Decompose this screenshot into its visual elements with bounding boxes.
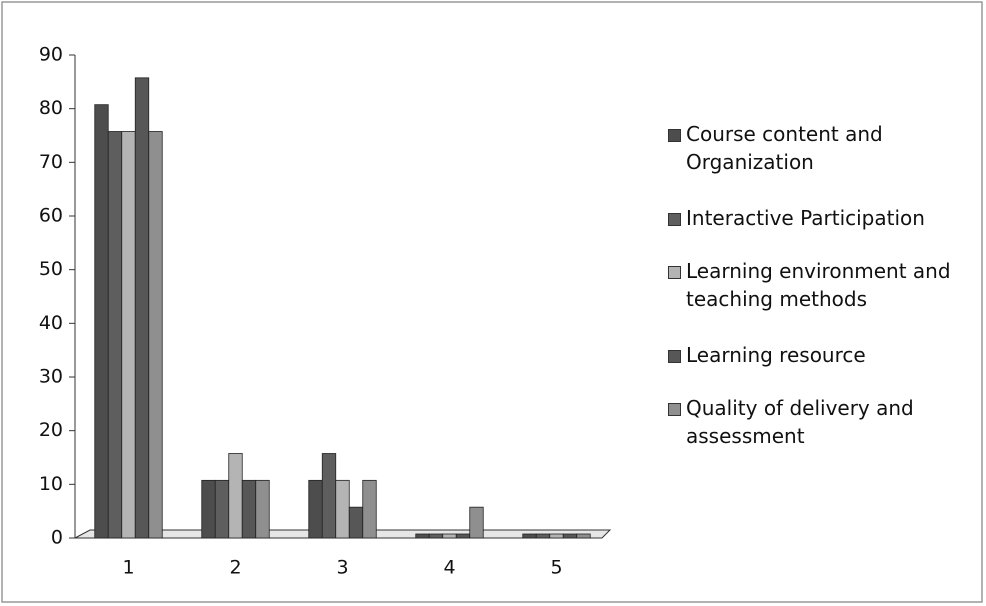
legend-entry: Quality of delivery and assessment	[668, 394, 968, 478]
bar	[121, 131, 136, 539]
legend-label: Learning resource	[686, 343, 866, 367]
legend-swatch	[668, 129, 681, 142]
bar	[442, 533, 457, 539]
bar	[562, 533, 578, 539]
bar	[255, 479, 270, 539]
bar	[214, 479, 230, 539]
x-tick-label: 5	[550, 557, 562, 579]
bar	[94, 104, 109, 539]
x-tick-label: 3	[336, 557, 348, 579]
bar	[535, 533, 551, 539]
x-tick-label: 1	[122, 557, 134, 579]
x-tick-label: 2	[229, 557, 241, 579]
y-tick-label: 70	[39, 151, 63, 173]
bar	[335, 479, 350, 539]
legend-label: Learning environment and teaching method…	[686, 259, 951, 311]
legend-entry: Learning resource	[668, 341, 968, 394]
y-tick-label: 90	[39, 44, 63, 66]
y-tick-label: 40	[39, 312, 63, 334]
bar	[415, 533, 430, 539]
y-tick-label: 20	[39, 419, 63, 441]
legend-swatch	[668, 266, 681, 279]
legend-entry: Learning environment and teaching method…	[668, 257, 968, 341]
bar	[348, 506, 364, 539]
legend-swatch	[668, 403, 681, 416]
y-tick-label: 10	[39, 473, 63, 495]
y-tick-label: 0	[51, 527, 63, 549]
bar	[148, 131, 163, 539]
legend-swatch	[668, 213, 681, 226]
legend-label: Interactive Participation	[686, 206, 925, 230]
legend-entry: Interactive Participation	[668, 204, 968, 257]
bar	[107, 131, 123, 539]
legend-swatch	[668, 350, 681, 363]
bar	[469, 506, 484, 539]
bar	[228, 453, 243, 539]
y-tick-label: 80	[39, 97, 63, 119]
legend: Course content and Organization Interacti…	[668, 120, 968, 478]
bar	[134, 77, 150, 539]
bar	[321, 453, 337, 539]
y-tick-label: 50	[39, 258, 63, 280]
legend-entry: Course content and Organization	[668, 120, 968, 204]
bar	[455, 533, 471, 539]
bar	[308, 479, 323, 539]
x-tick-label: 4	[443, 557, 455, 579]
bar	[428, 533, 444, 539]
y-tick-label: 60	[39, 205, 63, 227]
bar	[549, 533, 564, 539]
legend-label: Quality of delivery and assessment	[686, 396, 914, 448]
bar	[201, 479, 216, 539]
bar	[362, 479, 377, 539]
bar	[576, 533, 591, 539]
legend-label: Course content and Organization	[686, 122, 883, 174]
bar	[241, 479, 257, 539]
y-tick-label: 30	[39, 366, 63, 388]
bar	[522, 533, 537, 539]
